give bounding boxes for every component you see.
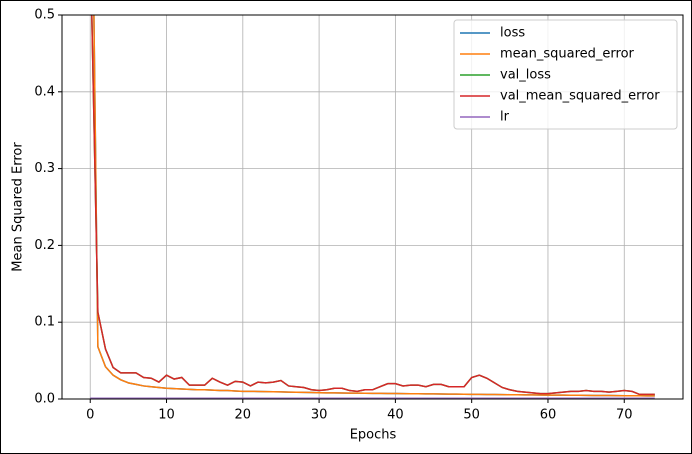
- y-tick-label: 0.1: [34, 315, 55, 330]
- x-tick-label: 50: [463, 408, 480, 423]
- y-tick-label: 0.0: [34, 392, 55, 407]
- y-tick-label: 0.4: [34, 84, 55, 99]
- legend-label: lr: [500, 110, 510, 125]
- legend-label: val_mean_squared_error: [500, 89, 660, 104]
- legend-label: val_loss: [500, 68, 551, 83]
- series-line: [93, 15, 655, 397]
- y-tick-label: 0.5: [34, 8, 55, 23]
- x-tick-label: 10: [158, 408, 175, 423]
- x-tick-label: 40: [387, 408, 404, 423]
- legend-box: [453, 19, 678, 130]
- y-tick-label: 0.2: [34, 238, 55, 253]
- y-axis-label: Mean Squared Error: [11, 142, 26, 272]
- x-tick-label: 0: [86, 408, 94, 423]
- x-tick-label: 70: [616, 408, 633, 423]
- x-tick-label: 30: [311, 408, 328, 423]
- legend-label: loss: [500, 26, 525, 41]
- series-line: [91, 15, 655, 396]
- legend-label: mean_squared_error: [500, 47, 635, 62]
- y-tick-label: 0.3: [34, 161, 55, 176]
- plot-border: [61, 14, 684, 400]
- plot-lines: [90, 15, 655, 399]
- x-tick-label: 20: [235, 408, 252, 423]
- x-tick-label: 60: [540, 408, 557, 423]
- x-axis-label: Epochs: [350, 428, 397, 443]
